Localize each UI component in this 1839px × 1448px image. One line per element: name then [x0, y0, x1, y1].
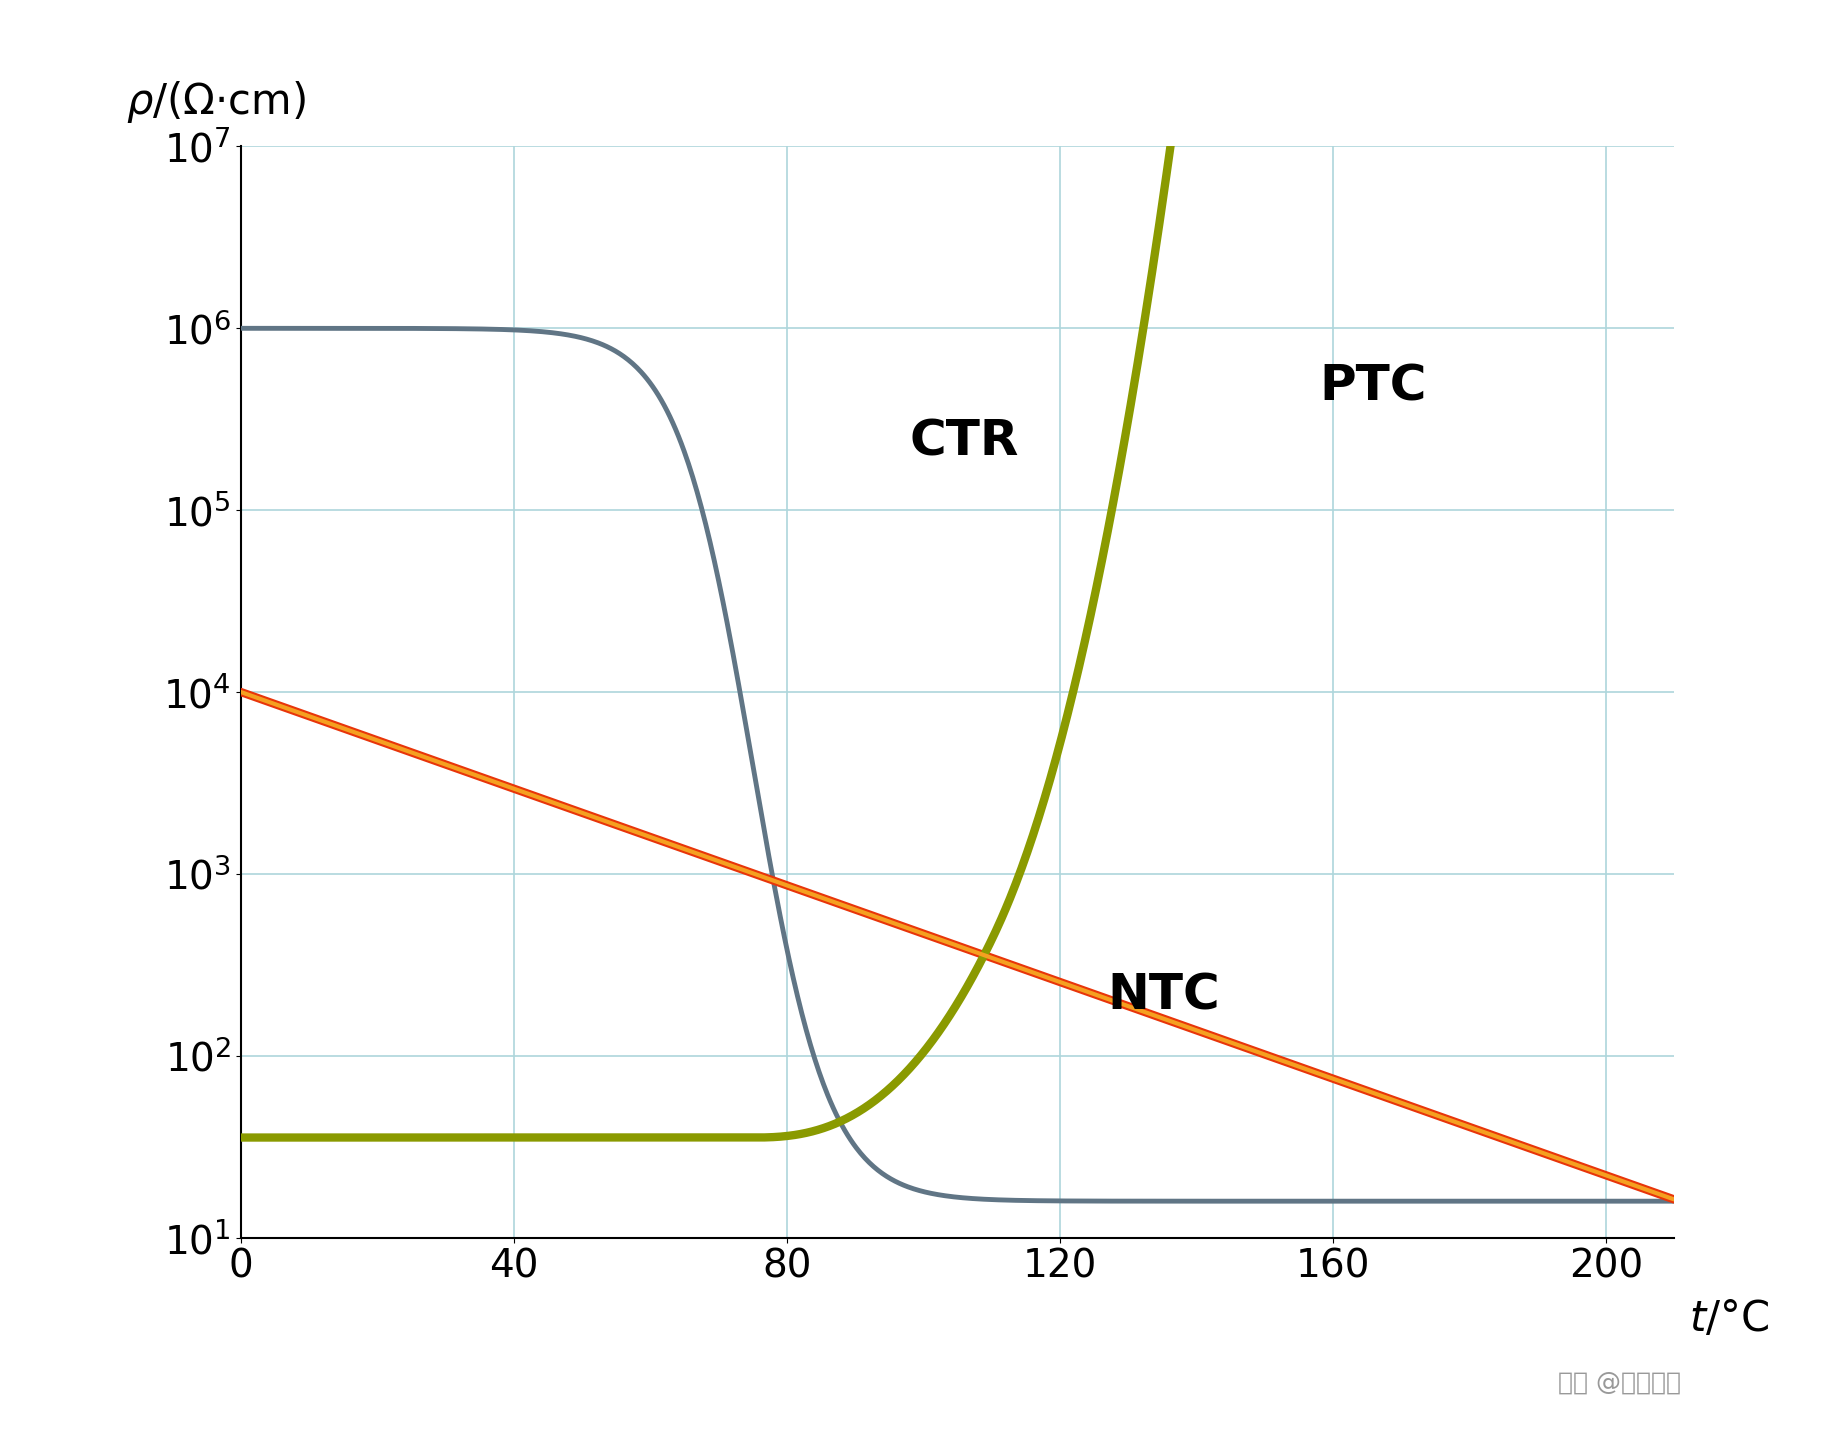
Text: 头条 @小牛物理: 头条 @小牛物理: [1558, 1371, 1679, 1394]
Text: $t$/°C: $t$/°C: [1688, 1297, 1767, 1339]
Text: CTR: CTR: [908, 417, 1019, 465]
Text: NTC: NTC: [1107, 972, 1219, 1019]
Text: $\rho$/($\Omega$$\cdot$cm): $\rho$/($\Omega$$\cdot$cm): [127, 78, 305, 125]
Text: PTC: PTC: [1319, 362, 1425, 411]
